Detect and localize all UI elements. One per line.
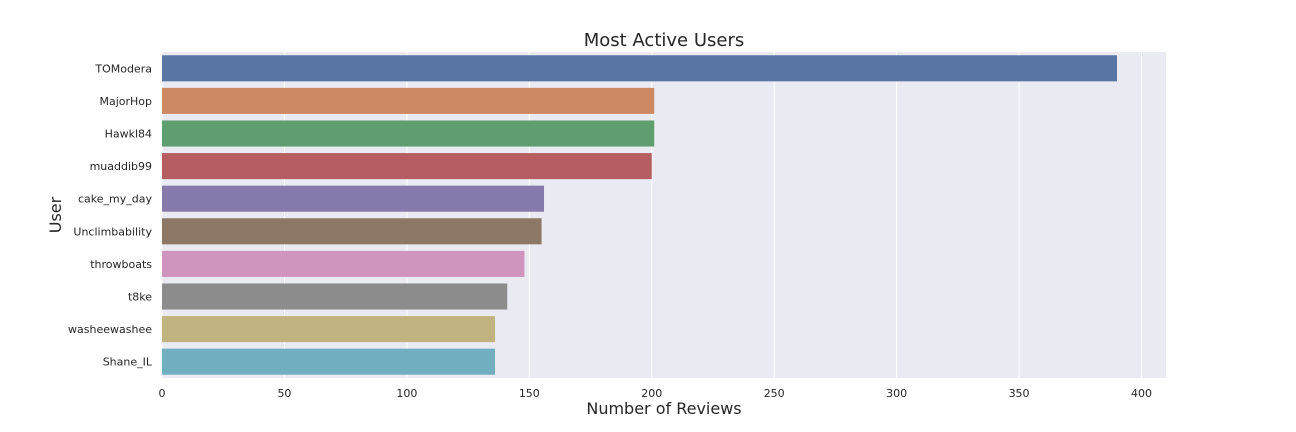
x-tick-label: 0: [159, 387, 166, 400]
bar-shane-il: [162, 348, 496, 375]
y-tick-label: MajorHop: [99, 95, 152, 108]
y-tick-label: Unclimbability: [73, 225, 152, 238]
x-axis-label: Number of Reviews: [586, 399, 741, 418]
x-tick-label: 400: [1131, 387, 1152, 400]
x-tick-label: 150: [519, 387, 540, 400]
y-tick-label: cake_my_day: [78, 193, 152, 206]
y-tick-label: Shane_IL: [103, 356, 153, 369]
bar-cake-my-day: [162, 185, 545, 212]
y-tick-label: throwboats: [90, 258, 152, 271]
bar-muaddib99: [162, 153, 652, 180]
x-tick-label: 350: [1009, 387, 1030, 400]
bar-washeewashee: [162, 316, 496, 343]
x-tick-label: 250: [764, 387, 785, 400]
bars: [162, 55, 1118, 375]
y-tick-label: muaddib99: [90, 160, 152, 173]
y-axis-label: User: [46, 196, 65, 233]
x-tick-labels: 0 50 100 150 200 250 300 350 400: [159, 387, 1153, 400]
y-tick-label: TOModera: [94, 62, 152, 75]
x-tick-label: 50: [277, 387, 291, 400]
x-tick-label: 200: [641, 387, 662, 400]
y-tick-labels: TOModera MajorHop Hawkl84 muaddib99 cake_my_…: [68, 62, 153, 368]
bar-tomodera: [162, 55, 1118, 82]
x-tick-label: 300: [886, 387, 907, 400]
chart-title: Most Active Users: [584, 30, 745, 51]
bar-t8ke: [162, 283, 508, 310]
bar-throwboats: [162, 250, 525, 277]
x-tick-label: 100: [396, 387, 417, 400]
y-tick-label: Hawkl84: [105, 128, 152, 141]
bar-hawkl84: [162, 120, 655, 147]
bar-unclimbability: [162, 218, 542, 245]
y-tick-label: t8ke: [128, 291, 152, 304]
y-tick-label: washeewashee: [68, 323, 152, 336]
bar-majorhop: [162, 87, 655, 114]
